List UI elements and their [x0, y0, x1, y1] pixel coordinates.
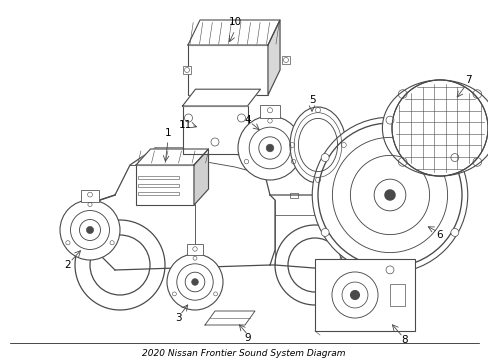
Text: 11: 11 [178, 120, 191, 130]
Polygon shape [204, 311, 254, 325]
Bar [183, 66, 191, 74]
Text: 9: 9 [244, 333, 251, 343]
Text: 3: 3 [174, 313, 181, 323]
Circle shape [191, 279, 198, 285]
Circle shape [385, 266, 393, 274]
Bar [314, 193, 323, 198]
Polygon shape [267, 20, 280, 95]
Bar [138, 176, 178, 179]
Bar [282, 56, 289, 64]
Circle shape [450, 229, 458, 237]
Polygon shape [182, 89, 260, 106]
Bar [182, 106, 247, 154]
Text: 2: 2 [64, 260, 71, 270]
Circle shape [450, 154, 458, 162]
Bar [260, 105, 279, 118]
Circle shape [238, 116, 302, 180]
Polygon shape [136, 149, 208, 165]
Text: 1: 1 [164, 128, 171, 138]
Circle shape [321, 154, 328, 162]
Text: 2020 Nissan Frontier Sound System Diagram: 2020 Nissan Frontier Sound System Diagra… [142, 350, 345, 359]
Circle shape [86, 226, 93, 234]
Bar [389, 284, 404, 306]
Circle shape [349, 290, 359, 300]
Bar [359, 193, 367, 198]
Circle shape [317, 123, 461, 267]
Circle shape [274, 225, 354, 305]
Circle shape [385, 116, 393, 124]
Circle shape [321, 229, 328, 237]
Text: 10: 10 [228, 17, 241, 27]
Circle shape [60, 200, 120, 260]
Ellipse shape [289, 107, 346, 183]
Bar [339, 193, 347, 198]
Text: 7: 7 [464, 75, 470, 85]
Bar [314, 259, 414, 331]
Text: 6: 6 [436, 230, 443, 240]
Text: 5: 5 [308, 95, 315, 105]
Text: 4: 4 [244, 115, 251, 125]
Bar [187, 45, 267, 95]
Bar [81, 189, 99, 202]
Polygon shape [194, 149, 208, 205]
Text: 8: 8 [401, 335, 407, 345]
Bar [186, 244, 203, 255]
Circle shape [167, 254, 223, 310]
Circle shape [391, 80, 487, 176]
Circle shape [265, 144, 273, 152]
Bar [136, 165, 194, 205]
Ellipse shape [382, 80, 488, 176]
Polygon shape [187, 20, 280, 45]
Bar [289, 193, 297, 198]
Bar [138, 192, 178, 194]
Bar [138, 184, 178, 186]
Circle shape [312, 117, 467, 273]
Bar [247, 130, 255, 142]
Circle shape [75, 220, 164, 310]
Circle shape [384, 189, 395, 201]
Bar [349, 252, 364, 258]
